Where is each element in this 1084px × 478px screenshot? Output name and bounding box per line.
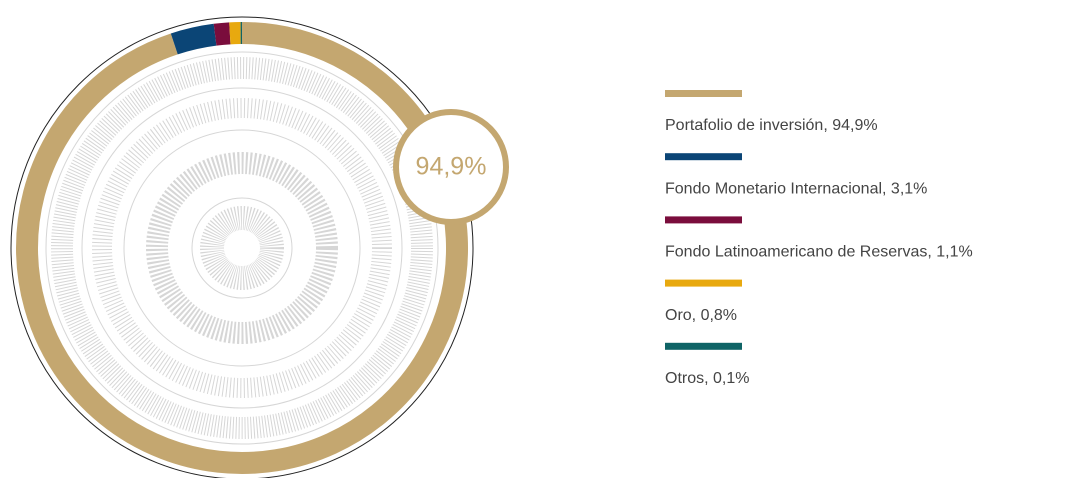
- legend-swatch: [665, 279, 742, 287]
- badge-circle: [393, 109, 509, 225]
- legend-label: Otros, 0,1%: [665, 370, 749, 387]
- legend-label: Oro, 0,8%: [665, 307, 737, 324]
- legend-swatch: [665, 216, 742, 224]
- legend-label: Portafolio de inversión, 94,9%: [665, 117, 878, 134]
- guilloche: [45, 51, 439, 445]
- outer-circle: [10, 16, 474, 478]
- center-badge: 94,9%: [393, 109, 509, 225]
- center-label: 94,9%: [416, 153, 487, 181]
- legend-swatch: [665, 90, 742, 97]
- legend-label: Fondo Latinoamericano de Reservas, 1,1%: [665, 244, 973, 261]
- legend: Portafolio de inversión, 94,9% Fondo Mone…: [665, 90, 973, 387]
- legend-label: Fondo Monetario Internacional, 3,1%: [665, 180, 927, 197]
- legend-swatch: [665, 342, 742, 350]
- legend-swatch: [665, 153, 742, 161]
- donut-segment: [213, 22, 231, 46]
- donut-segment: [170, 23, 217, 55]
- donut-segment: [16, 22, 468, 474]
- donut: [16, 21, 468, 474]
